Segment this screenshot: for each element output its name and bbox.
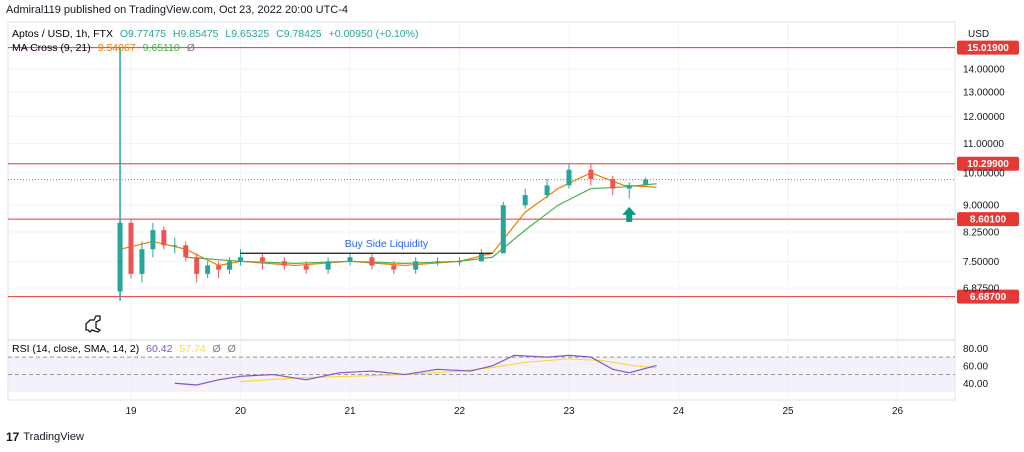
- candle-body: [435, 261, 441, 263]
- time-tick-label: 21: [344, 406, 356, 417]
- candle-body: [183, 245, 189, 258]
- candle-body: [544, 185, 550, 196]
- level-label: 6.68700: [970, 292, 1007, 303]
- candle-body: [194, 257, 200, 274]
- price-tick-label: 6.87500: [963, 284, 1000, 295]
- candle-body: [303, 265, 309, 270]
- candle-body: [566, 169, 572, 186]
- time-tick-label: 25: [782, 406, 794, 417]
- candle-body: [128, 222, 134, 274]
- level-tag: [957, 289, 1019, 304]
- price-tick-label: 7.50000: [963, 257, 1000, 268]
- candle-body: [117, 222, 123, 292]
- dinosaur-icon: [85, 315, 102, 333]
- tradingview-footer[interactable]: 17 TradingView: [6, 430, 84, 444]
- time-tick-label: 19: [125, 406, 137, 417]
- price-tick-label: 13.00000: [963, 88, 1005, 99]
- price-tick-label: 9.00000: [963, 201, 1000, 212]
- price-levels: 15.01900 10.29900 8.60100 6.68700: [8, 40, 1019, 304]
- time-tick-label: 24: [673, 406, 685, 417]
- time-tick-label: 23: [563, 406, 575, 417]
- candle-body: [391, 265, 397, 270]
- level-tag: [957, 156, 1019, 171]
- liquidity-label: Buy Side Liquidity: [345, 238, 429, 250]
- time-axis[interactable]: 19 20 21 22 23 24 25 26: [125, 406, 903, 417]
- price-axis-unit: USD: [968, 29, 989, 40]
- candle-body: [205, 265, 211, 274]
- candle-body: [643, 179, 649, 186]
- candle-body: [369, 257, 375, 266]
- arrow-up-icon: [622, 206, 637, 222]
- candle-body: [172, 245, 178, 247]
- chart-frame: [7, 21, 956, 401]
- rsi-tick-label: 80.00: [963, 344, 988, 355]
- rsi-tick-label: 60.00: [963, 361, 988, 372]
- level-label: 10.29900: [967, 159, 1009, 170]
- publisher-line: Admiral119 published on TradingView.com,…: [6, 4, 349, 16]
- tradingview-brand: TradingView: [23, 431, 84, 443]
- price-tick-label: 10.00000: [963, 168, 1005, 179]
- price-tick-label: 14.00000: [963, 65, 1005, 76]
- rsi-pane: [8, 356, 955, 392]
- ma-slow-line: [185, 183, 657, 264]
- price-axis[interactable]: 14.00000 13.00000 12.00000 11.00000 10.00000…: [963, 65, 1005, 390]
- time-tick-label: 22: [454, 406, 466, 417]
- tradingview-logo-icon: 17: [6, 430, 20, 444]
- level-label: 8.60100: [970, 215, 1007, 226]
- candle-body: [522, 195, 528, 206]
- candle-body: [478, 253, 484, 262]
- candle-body: [413, 261, 419, 270]
- candle-body: [281, 261, 287, 266]
- candle-body: [216, 265, 222, 270]
- candle-body: [500, 205, 506, 254]
- candle-body: [238, 257, 243, 262]
- time-tick-label: 26: [892, 406, 904, 417]
- time-tick-label: 20: [235, 406, 247, 417]
- candle-body: [325, 261, 331, 270]
- candles: [117, 163, 649, 301]
- candle-body: [457, 261, 462, 263]
- rsi-line: [174, 354, 657, 386]
- candle-body: [161, 230, 167, 246]
- candle-body: [150, 230, 156, 250]
- candle-body: [139, 249, 145, 274]
- level-tag: [957, 212, 1019, 227]
- legend-rsi: RSI (14, close, SMA, 14, 2) 60.42 57.74 …: [12, 343, 236, 355]
- rsi-ma-line: [240, 358, 657, 383]
- rsi-tick-label: 40.00: [963, 379, 988, 390]
- candle-body: [259, 257, 265, 262]
- candle-body: [626, 185, 632, 189]
- price-tick-label: 12.00000: [963, 112, 1005, 123]
- candle-body: [588, 169, 594, 180]
- legend-ma: MA Cross (9, 21) 9.54067 9.65110 Ø: [12, 42, 195, 54]
- candle-body: [610, 179, 616, 189]
- price-tick-label: 11.00000: [963, 139, 1004, 150]
- candle-body: [227, 261, 233, 270]
- price-tick-label: 8.25000: [963, 227, 1000, 238]
- level-label: 15.01900: [967, 43, 1009, 54]
- annotations: Buy Side Liquidity: [240, 206, 637, 254]
- candle-body: [347, 257, 353, 262]
- legend-symbol: Aptos / USD, 1h, FTX O9.77475 H9.85475 L…: [12, 28, 418, 40]
- grid: [7, 21, 956, 401]
- rsi-lines: [174, 354, 657, 386]
- level-tag: [957, 40, 1019, 55]
